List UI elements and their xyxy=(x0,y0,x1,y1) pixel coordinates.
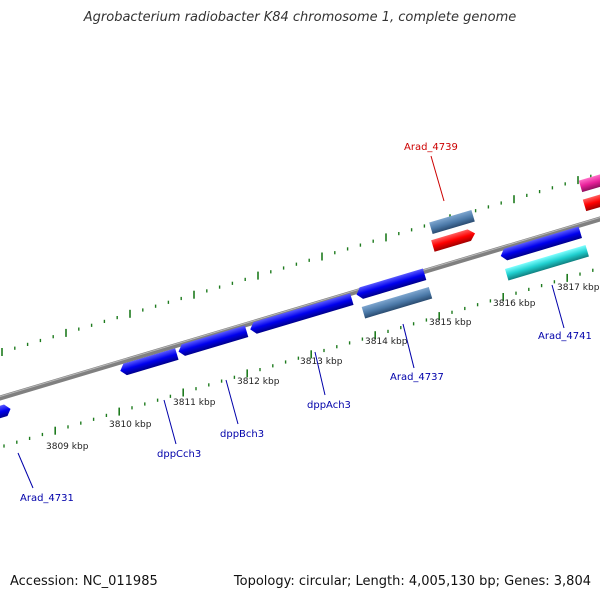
kbp-label: 3809 kbp xyxy=(46,442,89,452)
gene-label-arad-4731[interactable]: Arad_4731 xyxy=(20,493,74,504)
cds-dppbch3[interactable] xyxy=(177,325,249,358)
kbp-label: 3811 kbp xyxy=(173,398,216,408)
gene-label-arad-4737[interactable]: Arad_4737 xyxy=(390,372,444,383)
genome-summary-text: Topology: circular; Length: 4,005,130 bp… xyxy=(233,574,591,589)
map-title: Agrobacterium radiobacter K84 chromosome… xyxy=(83,10,517,25)
kbp-label: 3812 kbp xyxy=(237,377,280,387)
cds-arad-4731[interactable] xyxy=(0,403,12,421)
cds-arad-4739[interactable] xyxy=(429,209,475,235)
cds-arad-4740[interactable] xyxy=(431,228,477,252)
kbp-label: 3813 kbp xyxy=(300,357,343,367)
outer-tick-ring xyxy=(1,174,592,356)
cds-arad-4736[interactable] xyxy=(355,268,427,301)
kbp-label: 3810 kbp xyxy=(109,420,152,430)
leader-lines xyxy=(17,155,565,489)
gene-label-dppach3[interactable]: dppAch3 xyxy=(307,400,351,411)
inner-tick-ring xyxy=(3,268,594,448)
cds-cyan-gene[interactable] xyxy=(504,244,589,281)
kbp-label: 3814 kbp xyxy=(365,337,408,347)
kbp-label: 3816 kbp xyxy=(493,299,536,309)
gene-label-dppcch3[interactable]: dppCch3 xyxy=(157,449,201,460)
gene-label-arad-4741[interactable]: Arad_4741 xyxy=(538,331,592,342)
cds-dppach3[interactable] xyxy=(249,293,354,335)
cds-arad-4737[interactable] xyxy=(361,286,433,319)
kbp-label: 3815 kbp xyxy=(429,318,472,328)
gene-label-dppbch3[interactable]: dppBch3 xyxy=(220,429,264,440)
kbp-label: 3817 kbp xyxy=(557,283,600,293)
cds-red-edge[interactable] xyxy=(582,192,600,212)
gene-labels: Arad_4739 Arad_4741 Arad_4737 dppAch3 dp… xyxy=(20,142,592,504)
features xyxy=(0,172,600,421)
accession-text: Accession: NC_011985 xyxy=(10,574,158,589)
cds-dppcch3[interactable] xyxy=(119,348,179,376)
gene-label-arad-4739[interactable]: Arad_4739 xyxy=(404,142,458,153)
cds-magenta-edge[interactable] xyxy=(578,172,600,193)
kbp-labels: 3809 kbp 3810 kbp 3811 kbp 3812 kbp 3813… xyxy=(46,283,600,452)
cds-arad-4741[interactable] xyxy=(499,226,583,262)
